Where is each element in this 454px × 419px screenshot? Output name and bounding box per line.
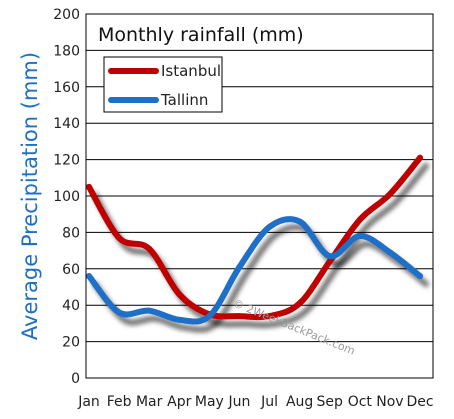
- chart-title: Monthly rainfall (mm): [98, 24, 304, 46]
- data-point-istanbul-apr: [176, 291, 183, 298]
- data-point-tallinn-oct: [356, 233, 363, 240]
- y-tick-label: 80: [62, 225, 80, 241]
- data-point-istanbul-feb: [116, 234, 123, 241]
- plot-border: [85, 13, 434, 379]
- x-tick-label: Mar: [136, 394, 163, 410]
- x-tick-label: Oct: [348, 394, 373, 410]
- legend: Istanbul Tallinn: [103, 56, 223, 113]
- y-tick-labels: 0 20 40 60 80 100 120 140 160 180 200: [53, 7, 80, 387]
- y-tick-label: 160: [53, 80, 80, 96]
- data-point-tallinn-nov: [386, 249, 393, 256]
- data-point-istanbul-sep: [326, 258, 333, 265]
- y-tick-label: 140: [53, 116, 80, 132]
- x-tick-label: Jul: [260, 394, 278, 410]
- x-tick-label: Jun: [228, 394, 251, 410]
- y-axis-label: Average Precipitation (mm): [18, 52, 42, 340]
- y-tick-label: 40: [62, 298, 80, 314]
- data-point-istanbul-jun: [236, 313, 243, 320]
- legend-label-tallinn: Tallinn: [160, 91, 208, 109]
- data-point-istanbul-oct: [356, 216, 363, 223]
- data-point-tallinn-apr: [176, 316, 183, 323]
- y-tick-label: 0: [71, 371, 80, 387]
- data-point-tallinn-sep: [326, 253, 333, 260]
- x-tick-label: Feb: [107, 394, 132, 410]
- data-point-tallinn-jul: [266, 223, 273, 230]
- data-point-istanbul-nov: [386, 191, 393, 198]
- y-tick-label: 100: [53, 189, 80, 205]
- data-point-tallinn-may: [206, 313, 213, 320]
- data-point-tallinn-mar: [146, 307, 153, 314]
- title-box: [92, 19, 328, 49]
- y-tick-label: 120: [53, 153, 80, 169]
- series-shadow-tallinn: [92, 224, 429, 333]
- data-point-istanbul-jul: [266, 313, 273, 320]
- legend-label-istanbul: Istanbul: [161, 62, 221, 80]
- y-tick-label: 20: [62, 335, 80, 351]
- data-point-istanbul-aug: [296, 300, 303, 307]
- data-point-istanbul-jan: [86, 183, 92, 190]
- y-tick-label: 180: [53, 43, 80, 59]
- data-point-tallinn-jan: [86, 273, 92, 280]
- x-tick-label: Jan: [77, 394, 100, 410]
- data-point-tallinn-dec: [417, 273, 423, 280]
- y-tick-label: 200: [53, 7, 80, 23]
- x-tick-label: Apr: [167, 394, 191, 410]
- x-tick-label: May: [195, 394, 224, 410]
- x-tick-label: Sep: [317, 394, 344, 410]
- x-tick-labels: Jan Feb Mar Apr May Jun Jul Aug Sep Oct Nov Dec: [77, 394, 433, 410]
- x-tick-label: Dec: [406, 394, 433, 410]
- x-tick-label: Nov: [376, 394, 403, 410]
- series-lines: [86, 154, 423, 325]
- data-point-istanbul-mar: [146, 245, 153, 252]
- data-point-tallinn-feb: [116, 309, 123, 316]
- data-point-tallinn-aug: [296, 218, 303, 225]
- data-point-istanbul-dec: [417, 154, 423, 161]
- data-point-tallinn-jun: [236, 263, 243, 270]
- series-line-istanbul: [86, 154, 423, 321]
- y-tick-label: 60: [62, 262, 80, 278]
- x-tick-label: Aug: [286, 394, 313, 410]
